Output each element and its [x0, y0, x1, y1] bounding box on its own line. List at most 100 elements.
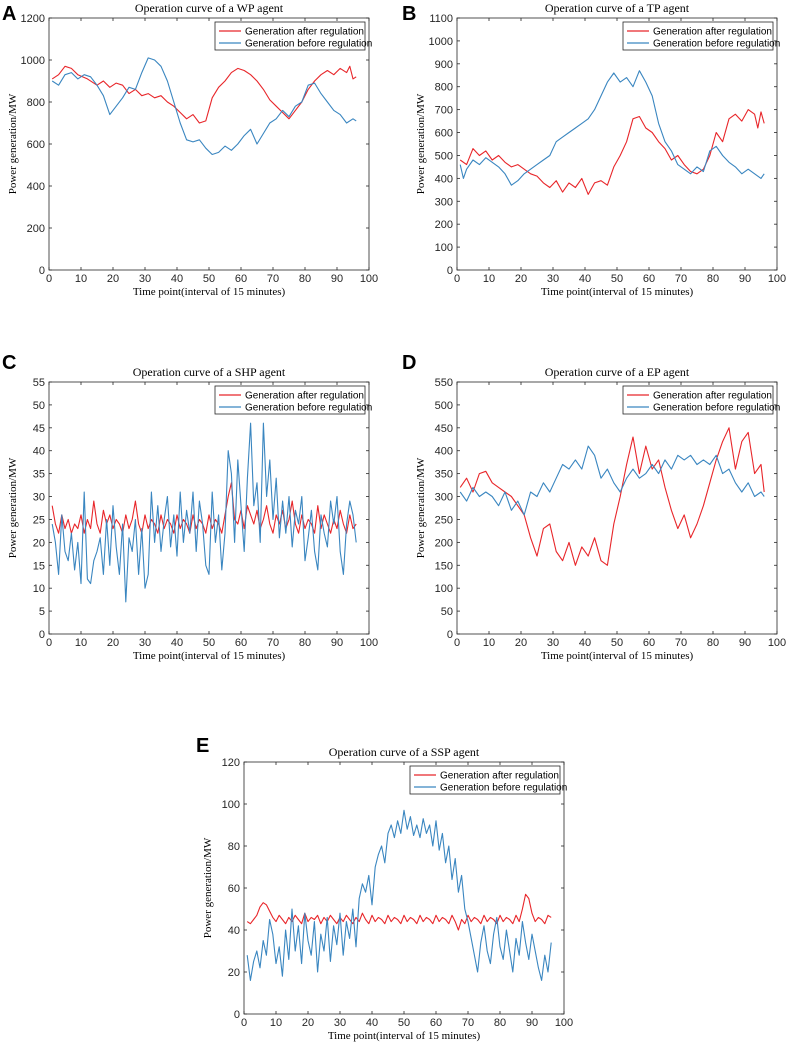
- x-tick-label: 70: [675, 273, 687, 285]
- x-tick-label: 50: [203, 273, 215, 285]
- x-tick-label: 60: [235, 273, 247, 285]
- y-tick-label: 400: [435, 446, 453, 458]
- x-tick-label: 70: [267, 273, 279, 285]
- x-tick-label: 20: [107, 273, 119, 285]
- x-tick-label: 40: [171, 273, 183, 285]
- x-tick-label: 0: [454, 273, 460, 285]
- x-tick-label: 90: [526, 1017, 538, 1029]
- legend-entry: Generation before regulation: [653, 39, 780, 50]
- y-tick-label: 800: [27, 97, 45, 109]
- y-tick-label: 200: [435, 537, 453, 549]
- x-tick-label: 90: [331, 273, 343, 285]
- x-tick-label: 30: [139, 637, 151, 649]
- y-tick-label: 0: [39, 265, 45, 277]
- x-tick-label: 30: [547, 637, 559, 649]
- x-tick-label: 40: [171, 637, 183, 649]
- y-tick-label: 500: [435, 400, 453, 412]
- x-axis-label: Time point(interval of 15 minutes): [541, 286, 694, 298]
- x-tick-label: 90: [739, 273, 751, 285]
- x-tick-label: 0: [46, 273, 52, 285]
- y-tick-label: 300: [435, 196, 453, 208]
- legend-entry: Generation before regulation: [245, 403, 372, 414]
- x-tick-label: 30: [334, 1017, 346, 1029]
- y-tick-label: 200: [435, 219, 453, 231]
- y-tick-label: 400: [27, 181, 45, 193]
- series-line-before-regulation: [51, 57, 357, 156]
- y-tick-label: 30: [33, 492, 45, 504]
- legend-entry: Generation after regulation: [245, 27, 364, 38]
- series-line-after-regulation: [51, 482, 357, 534]
- x-tick-label: 10: [75, 273, 87, 285]
- y-tick-label: 25: [33, 514, 45, 526]
- x-tick-label: 10: [270, 1017, 282, 1029]
- panel-a: A0 10 20 30 40 50 60 70 80 90 10002004006008001000…: [2, 1, 378, 298]
- legend-entry: Generation after regulation: [653, 391, 772, 402]
- y-tick-label: 20: [33, 537, 45, 549]
- y-tick-label: 350: [435, 469, 453, 481]
- panel-letter: B: [402, 3, 416, 25]
- x-axis-label: Time point(interval of 15 minutes): [541, 650, 694, 662]
- y-tick-label: 0: [447, 265, 453, 277]
- y-tick-label: 550: [435, 377, 453, 389]
- panel-letter: A: [2, 3, 16, 25]
- x-tick-label: 90: [331, 637, 343, 649]
- x-axis-label: Time point(interval of 15 minutes): [133, 650, 286, 662]
- x-tick-label: 50: [203, 637, 215, 649]
- legend-entry: Generation after regulation: [245, 391, 364, 402]
- legend-box: [214, 21, 366, 51]
- y-tick-label: 900: [435, 59, 453, 71]
- y-tick-label: 100: [435, 242, 453, 254]
- x-tick-label: 90: [739, 637, 751, 649]
- panel-d: D 0 10 20 30 40 50 60 70 80 90 100 0 50 100 150 200 250 30…: [402, 352, 786, 662]
- x-tick-label: 10: [483, 273, 495, 285]
- x-tick-label: 30: [139, 273, 151, 285]
- y-tick-label: 150: [435, 560, 453, 572]
- y-tick-label: 500: [435, 150, 453, 162]
- y-tick-label: 450: [435, 423, 453, 435]
- y-tick-label: 1000: [429, 36, 453, 48]
- y-tick-label: 50: [441, 606, 453, 618]
- y-tick-label: 200: [27, 223, 45, 235]
- x-tick-label: 100: [360, 273, 378, 285]
- x-tick-label: 80: [299, 273, 311, 285]
- y-axis-label: Power generation/MW: [415, 93, 427, 194]
- legend-box: [622, 21, 774, 51]
- panel-e: E 0 10 20 30 40 50 60 70 80 90 100 0 20 40 60 80 100 120 Op…: [196, 735, 573, 1042]
- x-tick-label: 70: [462, 1017, 474, 1029]
- y-tick-label: 120: [222, 757, 240, 769]
- y-tick-label: 0: [39, 629, 45, 641]
- y-tick-label: 100: [435, 583, 453, 595]
- y-tick-label: 45: [33, 423, 45, 435]
- y-tick-label: 1200: [21, 13, 45, 25]
- x-tick-label: 100: [768, 637, 786, 649]
- y-tick-label: 5: [39, 606, 45, 618]
- x-tick-label: 50: [611, 273, 623, 285]
- series-line-after-regulation: [459, 427, 765, 566]
- panel-letter: D: [402, 352, 416, 374]
- x-tick-label: 10: [75, 637, 87, 649]
- panel-letter: E: [196, 735, 209, 757]
- y-tick-label: 1100: [429, 13, 453, 25]
- x-tick-label: 40: [366, 1017, 378, 1029]
- y-axis-label: Power generation/MW: [7, 457, 19, 558]
- legend-entry: Generation after regulation: [653, 27, 772, 38]
- x-tick-label: 20: [302, 1017, 314, 1029]
- x-tick-label: 50: [611, 637, 623, 649]
- y-axis-label: Power generation/MW: [202, 837, 214, 938]
- x-tick-label: 100: [555, 1017, 573, 1029]
- x-tick-label: 40: [579, 273, 591, 285]
- x-tick-label: 60: [643, 273, 655, 285]
- panel-c: C 0 10 20 30 40 50 60 70 80 90 100 0 5 10 15 20 25 30 35 40 4…: [2, 352, 378, 662]
- y-tick-label: 80: [228, 841, 240, 853]
- x-tick-label: 100: [768, 273, 786, 285]
- x-tick-label: 10: [483, 637, 495, 649]
- y-tick-label: 0: [234, 1009, 240, 1021]
- y-axis-label: Power generation/MW: [7, 93, 19, 194]
- x-tick-label: 20: [515, 637, 527, 649]
- x-axis-label: Time point(interval of 15 minutes): [133, 286, 286, 298]
